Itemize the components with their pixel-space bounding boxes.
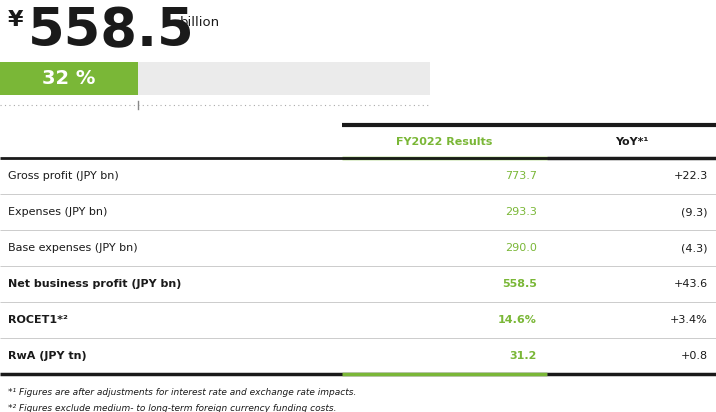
Text: +43.6: +43.6: [674, 279, 708, 289]
Text: +3.4%: +3.4%: [670, 315, 708, 325]
Text: 14.6%: 14.6%: [498, 315, 537, 325]
Text: (4.3): (4.3): [682, 243, 708, 253]
Text: FY2022 Results: FY2022 Results: [397, 136, 493, 147]
Text: 31.2: 31.2: [510, 351, 537, 361]
Text: 558.5: 558.5: [502, 279, 537, 289]
Text: +0.8: +0.8: [681, 351, 708, 361]
Text: 558.5: 558.5: [28, 5, 195, 57]
FancyBboxPatch shape: [0, 62, 137, 95]
Text: ROCET1*²: ROCET1*²: [8, 315, 68, 325]
Text: Base expenses (JPY bn): Base expenses (JPY bn): [8, 243, 137, 253]
Text: *¹ Figures are after adjustments for interest rate and exchange rate impacts.: *¹ Figures are after adjustments for int…: [8, 388, 357, 397]
Text: Expenses (JPY bn): Expenses (JPY bn): [8, 207, 107, 217]
Text: 32 %: 32 %: [42, 69, 95, 88]
Text: ¥: ¥: [8, 10, 24, 30]
Text: (9.3): (9.3): [682, 207, 708, 217]
Text: Gross profit (JPY bn): Gross profit (JPY bn): [8, 171, 119, 181]
Text: +22.3: +22.3: [674, 171, 708, 181]
Text: billion: billion: [180, 16, 220, 29]
Text: *² Figures exclude medium- to long-term foreign currency funding costs.: *² Figures exclude medium- to long-term …: [8, 404, 337, 412]
Text: Net business profit (JPY bn): Net business profit (JPY bn): [8, 279, 181, 289]
Text: RwA (JPY tn): RwA (JPY tn): [8, 351, 87, 361]
FancyBboxPatch shape: [0, 62, 430, 95]
Text: 773.7: 773.7: [505, 171, 537, 181]
Text: 293.3: 293.3: [505, 207, 537, 217]
Text: 290.0: 290.0: [505, 243, 537, 253]
Text: YoY*¹: YoY*¹: [615, 136, 648, 147]
